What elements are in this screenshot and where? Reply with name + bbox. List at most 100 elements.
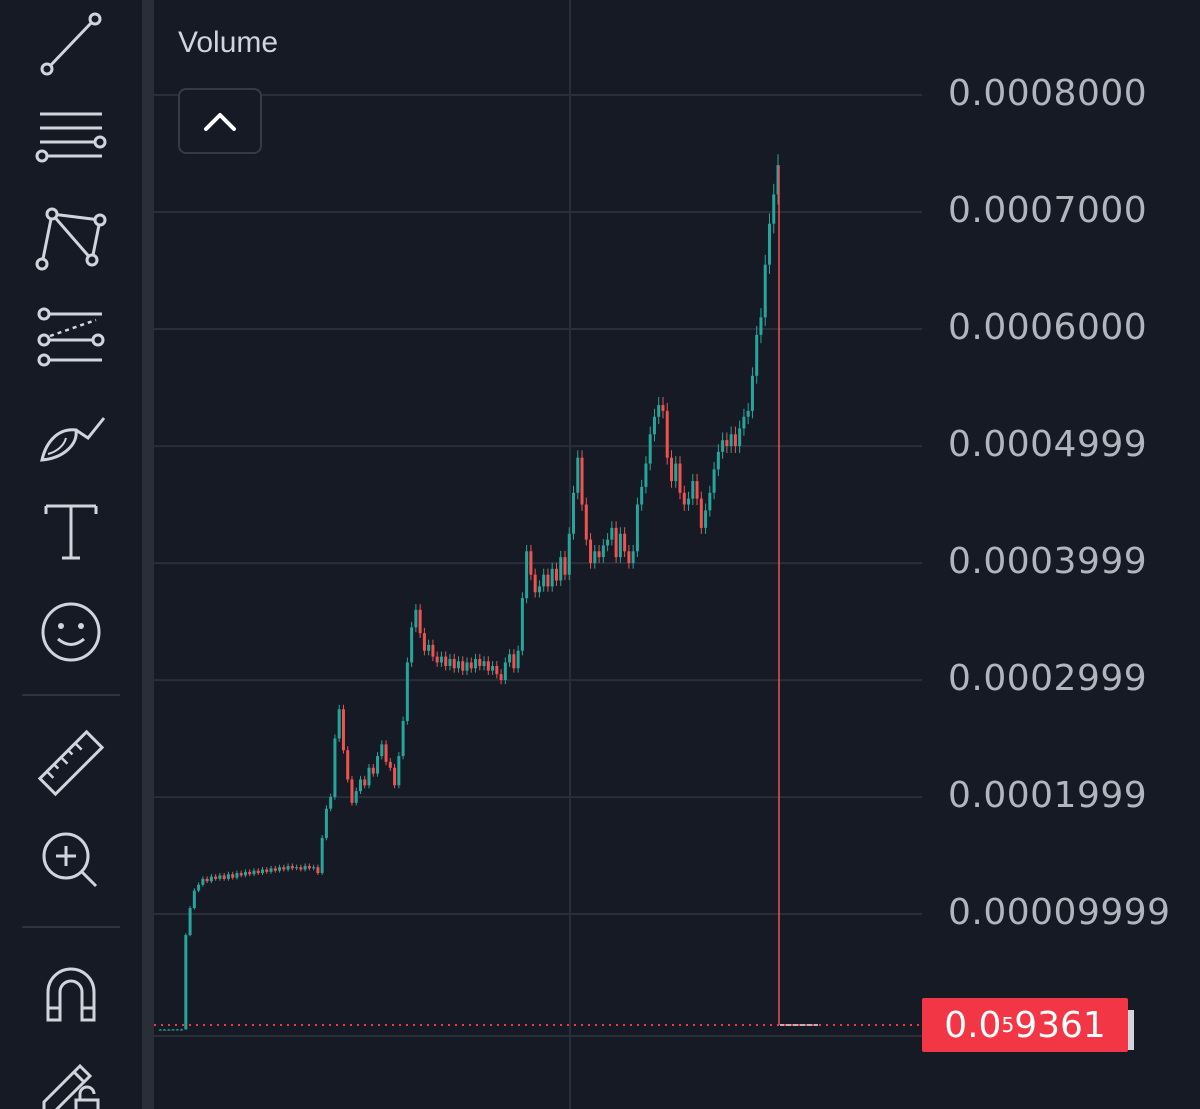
candle-body [721, 440, 725, 452]
zoom-in-tool[interactable] [22, 820, 120, 898]
brush-icon [40, 417, 106, 462]
candle-body [188, 908, 192, 936]
candle-body [171, 1029, 175, 1031]
candle-body [674, 463, 678, 482]
candle-body [699, 498, 703, 528]
horizontal-lines-tool[interactable] [22, 100, 120, 178]
candle-body [444, 656, 448, 666]
candle-body [708, 492, 712, 511]
candle-body [192, 890, 196, 909]
ruler-icon [37, 729, 105, 797]
candle-body [465, 662, 469, 671]
candle-body [324, 808, 328, 838]
candle-body [354, 791, 358, 803]
candle-body [422, 633, 426, 651]
candle-body [158, 1029, 162, 1031]
candle-body [495, 665, 499, 675]
candle-body [635, 504, 639, 552]
candle-body [601, 545, 605, 558]
candle-body [682, 492, 686, 505]
emoji-tool[interactable] [22, 590, 120, 668]
candle-body [252, 870, 256, 875]
candle-body [201, 878, 205, 885]
candle-body [695, 481, 699, 499]
candle-body [508, 654, 512, 663]
candle-body [418, 609, 422, 634]
candle-body [610, 527, 614, 540]
candle-body [533, 574, 537, 593]
lock-drawing-tool[interactable] [22, 1050, 120, 1109]
candle-body [397, 756, 401, 786]
candle-body [482, 661, 486, 666]
candle-body [657, 405, 661, 417]
candle-body [175, 1029, 179, 1031]
forecast-icon [37, 307, 105, 367]
toolbar-separator [22, 926, 120, 928]
candle-body [623, 533, 627, 552]
candle-body [346, 750, 350, 780]
candle-body [410, 627, 414, 663]
candle-body [299, 867, 303, 870]
candle-body [755, 334, 759, 376]
candle-body [316, 867, 320, 874]
horizontal-lines-icon [35, 112, 107, 163]
candle-body [665, 410, 669, 458]
candle-body [167, 1029, 171, 1031]
candle-body [627, 551, 631, 563]
magnet-icon [46, 967, 96, 1022]
candle-body [295, 867, 299, 869]
candle-body [606, 539, 610, 546]
candle-body [729, 434, 733, 446]
candle-body [307, 866, 311, 869]
candle-body [584, 504, 588, 540]
candle-body [516, 650, 520, 669]
chevron-up-icon [204, 113, 236, 131]
candle-body [401, 720, 405, 757]
candle-body [388, 761, 392, 768]
candle-body [499, 674, 503, 680]
forecast-tool[interactable] [22, 296, 120, 374]
candle-body [303, 866, 307, 870]
price-tick-label: 0.0006000 [948, 307, 1148, 348]
candle-body [248, 871, 252, 875]
candle-body [371, 767, 375, 774]
trend-line-tool[interactable] [22, 2, 120, 80]
brush-tool[interactable] [22, 394, 120, 472]
candle-body [435, 656, 439, 663]
candle-body [269, 868, 273, 872]
candle-body [491, 665, 495, 671]
candle-body [180, 1029, 184, 1031]
candle-body [767, 223, 771, 265]
candle-body [742, 416, 746, 429]
candle-body [550, 568, 554, 587]
price-tick-label: 0.0002999 [948, 658, 1148, 700]
candle-body [320, 837, 324, 874]
candle-body [576, 457, 580, 493]
candle-body [261, 869, 265, 874]
candle-body [243, 871, 247, 876]
candle-body [282, 867, 286, 870]
candle-body [542, 574, 546, 587]
price-tick-label: 0.0007000 [948, 190, 1148, 231]
candle-body [759, 317, 763, 335]
pattern-tool[interactable] [22, 198, 120, 276]
candle-body [525, 551, 529, 599]
candle-body [567, 533, 571, 575]
collapse-volume-button[interactable] [178, 88, 262, 154]
price-tick-label: 0.0008000 [948, 73, 1148, 114]
candle-body [712, 469, 716, 493]
candle-body [380, 744, 384, 757]
candle-body [469, 662, 473, 669]
candle-body [367, 767, 371, 786]
candle-body [350, 779, 354, 803]
candle-body [384, 744, 388, 762]
text-tool[interactable] [22, 492, 120, 570]
magnet-tool[interactable] [22, 954, 120, 1032]
candle-body [486, 661, 490, 671]
ruler-tool[interactable] [22, 724, 120, 802]
text-icon [44, 504, 98, 560]
candle-body [580, 457, 584, 505]
candle-body [222, 875, 226, 879]
